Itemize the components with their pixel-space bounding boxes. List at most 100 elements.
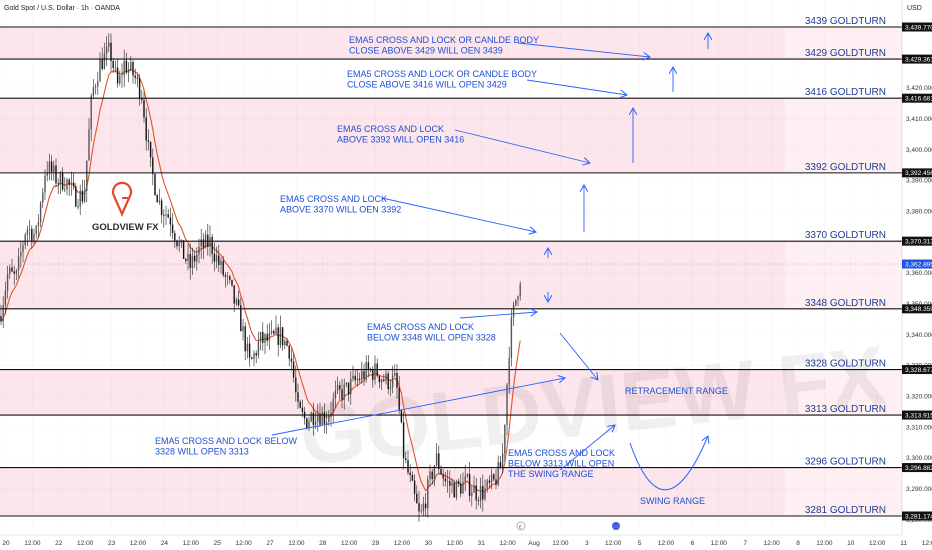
candle-body xyxy=(185,258,187,261)
candle-body xyxy=(253,353,255,359)
candle-body xyxy=(284,340,286,346)
candle-body xyxy=(92,87,95,96)
candle-body xyxy=(200,239,202,247)
candle-62 xyxy=(136,73,139,88)
candle-body xyxy=(411,475,414,481)
candle-66 xyxy=(145,108,147,151)
candle-body xyxy=(191,255,194,268)
candle-body xyxy=(264,334,266,343)
candle-body xyxy=(372,370,374,380)
candle-161 xyxy=(354,370,356,386)
candle-body xyxy=(464,476,466,482)
candle-body xyxy=(374,363,376,380)
candle-51 xyxy=(112,58,114,73)
candle-body xyxy=(488,480,491,483)
candle-216 xyxy=(475,477,477,510)
candle-118 xyxy=(259,331,262,351)
candle-body xyxy=(9,267,11,275)
candle-body xyxy=(378,376,381,383)
candle-body xyxy=(345,382,348,385)
candle-45 xyxy=(99,52,101,82)
x-tick-29: 12:00 xyxy=(763,540,780,547)
candle-201 xyxy=(442,468,444,487)
candle-109 xyxy=(240,297,242,332)
candle-body xyxy=(13,271,15,274)
candle-body xyxy=(299,401,301,408)
logo-text: GOLDVIEW FX xyxy=(92,222,159,233)
candle-body xyxy=(310,413,312,422)
candle-body xyxy=(405,458,407,461)
candle-159 xyxy=(350,371,352,405)
candle-192 xyxy=(422,496,425,517)
candle-151 xyxy=(332,392,334,424)
candle-101 xyxy=(222,256,224,278)
candle-body xyxy=(0,316,2,322)
candle-body xyxy=(121,75,123,77)
candle-61 xyxy=(134,68,136,85)
candle-body xyxy=(482,486,484,500)
candle-167 xyxy=(367,355,370,378)
time-axis[interactable] xyxy=(0,535,902,550)
zone-ext-3 xyxy=(785,369,902,416)
candle-body xyxy=(171,224,174,233)
earnings-event-icon[interactable]: ϵ xyxy=(516,521,526,531)
candle-body xyxy=(442,474,444,479)
candle-215 xyxy=(473,475,475,493)
candle-219 xyxy=(482,474,484,512)
us-flag-event-icon[interactable] xyxy=(612,522,620,530)
candle-10 xyxy=(22,241,24,263)
candle-body xyxy=(160,200,163,216)
candle-body xyxy=(273,330,275,334)
candle-64 xyxy=(141,89,143,104)
candle-body xyxy=(462,481,464,494)
candle-body xyxy=(176,240,178,247)
annotation-0-line-1: CLOSE ABOVE 3429 WILL OEN 3439 xyxy=(349,46,503,56)
annotation-6-line-0: EMA5 CROSS AND LOCK xyxy=(508,448,615,458)
zone-0 xyxy=(0,27,785,60)
annotation-0-line-0: EMA5 CROSS AND LOCK OR CANLDE BODY xyxy=(349,35,539,45)
candle-44 xyxy=(97,71,99,95)
candle-208 xyxy=(457,478,460,487)
level-label-2: 3416 GOLDTURN xyxy=(805,87,886,98)
candle-body xyxy=(130,62,132,70)
price-axis[interactable] xyxy=(902,0,932,550)
candle-body xyxy=(398,387,400,410)
zone-ext-4 xyxy=(785,467,902,516)
candle-body xyxy=(367,362,370,370)
candle-199 xyxy=(438,445,440,475)
candle-226 xyxy=(497,455,499,487)
candle-body xyxy=(59,172,62,185)
annotations: EMA5 CROSS AND LOCK OR CANLDE BODYCLOSE … xyxy=(155,35,728,506)
candle-body xyxy=(235,299,238,304)
candle-body xyxy=(259,332,262,342)
candle-52 xyxy=(114,60,117,73)
candle-117 xyxy=(257,331,260,359)
candle-body xyxy=(240,305,242,332)
candle-165 xyxy=(363,363,365,386)
candle-body xyxy=(435,453,438,466)
candle-body xyxy=(497,462,499,485)
candle-body xyxy=(132,62,134,76)
candle-164 xyxy=(361,361,363,384)
candle-body xyxy=(354,375,356,381)
candle-body xyxy=(39,203,42,223)
candle-body xyxy=(213,253,216,262)
annotation-1-line-0: EMA5 CROSS AND LOCK OR CANDLE BODY xyxy=(347,69,537,79)
candle-105 xyxy=(231,279,233,288)
candle-body xyxy=(323,412,326,424)
candle-body xyxy=(127,69,130,73)
candle-81 xyxy=(178,235,180,253)
candle-225 xyxy=(495,469,497,489)
x-tick-16: 30 xyxy=(425,540,433,547)
candle-body xyxy=(262,332,264,343)
candle-177 xyxy=(389,379,392,397)
y-tick-8: 3,360.000 xyxy=(906,270,932,277)
candle-body xyxy=(44,175,46,193)
level-label-7: 3313 GOLDTURN xyxy=(805,404,886,415)
candle-body xyxy=(380,379,383,383)
candle-152 xyxy=(334,380,337,408)
candle-220 xyxy=(484,479,486,502)
candle-120 xyxy=(264,332,266,355)
candle-232 xyxy=(510,309,513,367)
candle-48 xyxy=(105,36,108,67)
